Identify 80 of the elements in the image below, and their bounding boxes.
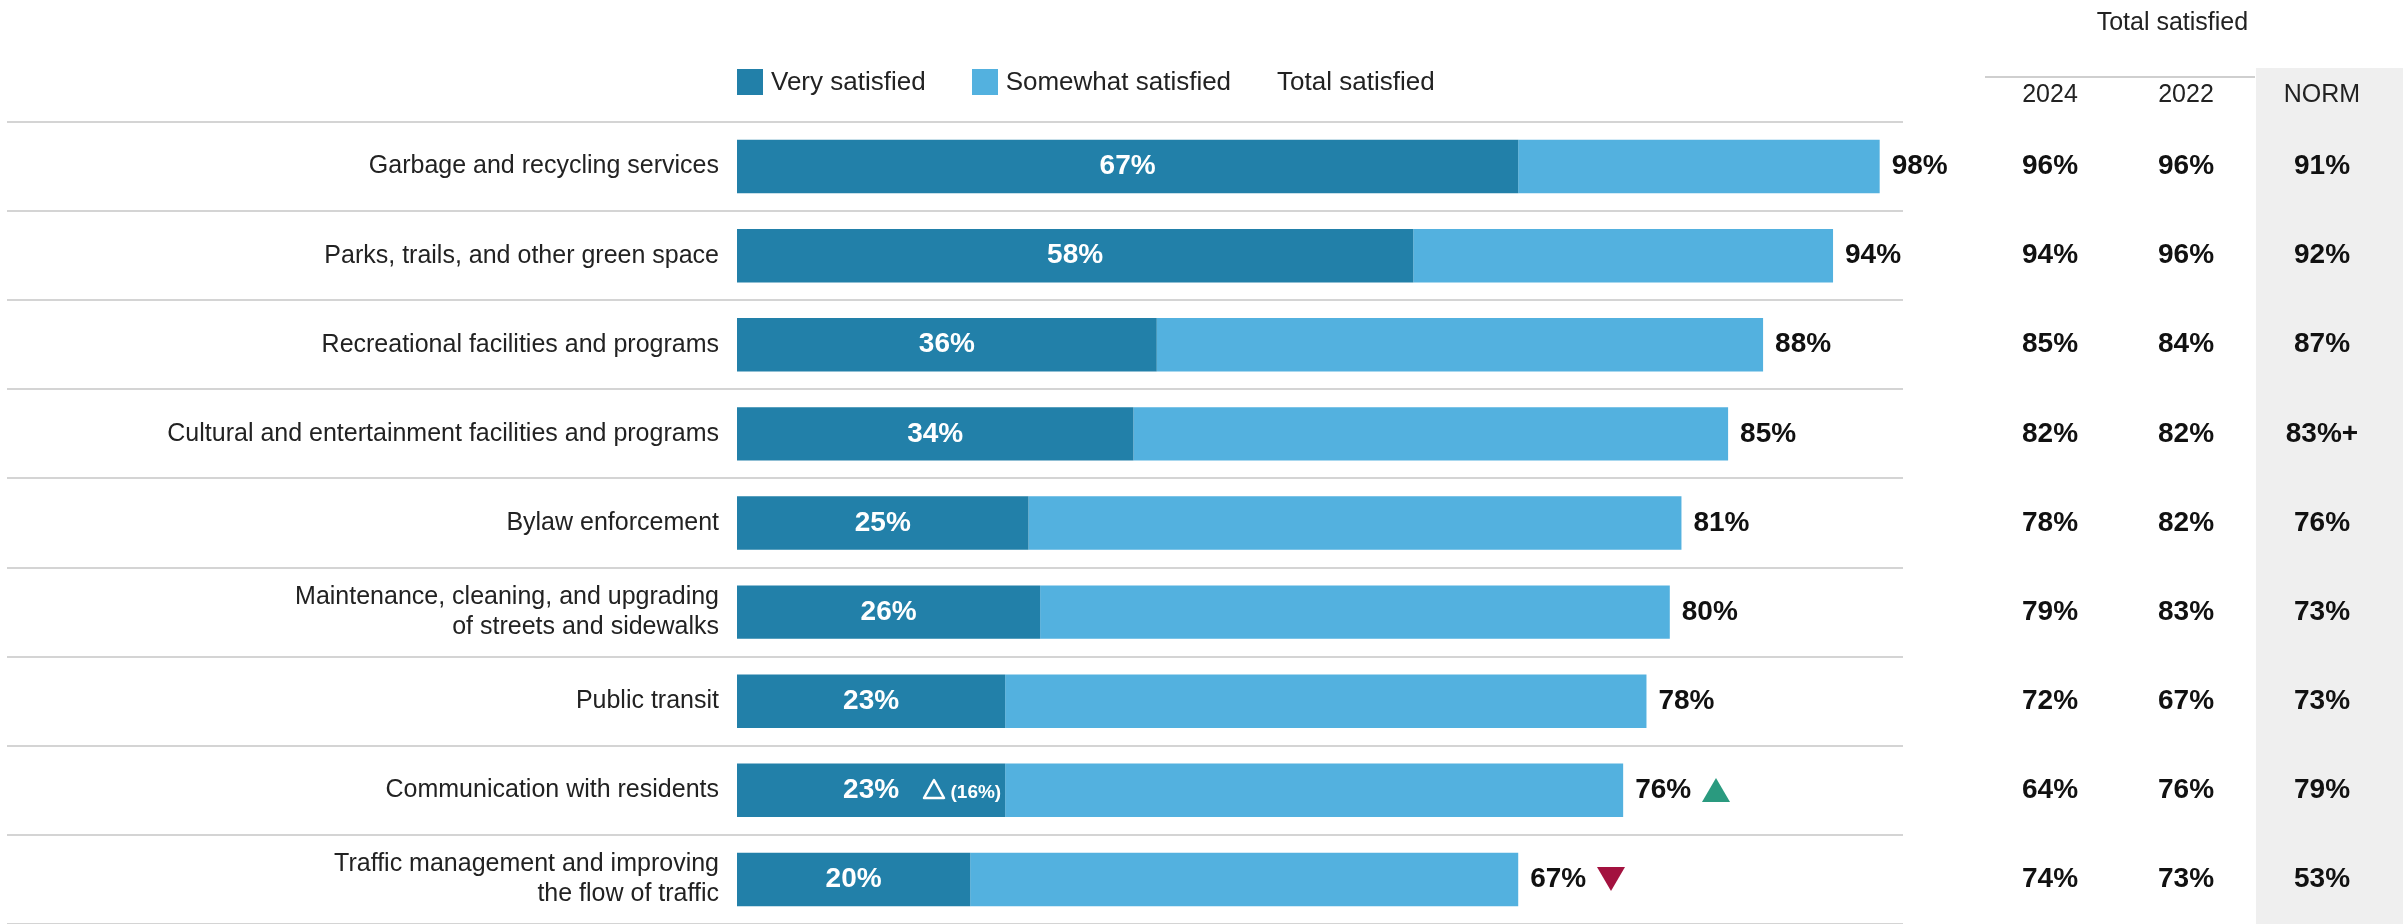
- text: 92%: [2293, 238, 2351, 270]
- text: 94%: [2021, 238, 2079, 270]
- total-label: 76%: [1635, 773, 1692, 805]
- text: Total satisfied: [1277, 66, 1435, 97]
- bar: [737, 228, 1414, 283]
- bar: [737, 763, 1006, 818]
- text: 82%: [2157, 416, 2215, 448]
- data-label: 67%: [1099, 149, 1156, 181]
- text: 67%: [2157, 683, 2215, 715]
- text: 96%: [2157, 238, 2215, 270]
- category-label: NORM: [2283, 78, 2361, 107]
- text: 73%: [2293, 683, 2351, 715]
- text: Total satisfied: [2096, 6, 2249, 35]
- bar: [737, 852, 971, 907]
- total-label: 67%: [1530, 862, 1587, 894]
- bar: [737, 318, 1157, 372]
- total-label: 98%: [1891, 149, 1948, 181]
- total-label: 94%: [1845, 238, 1902, 270]
- y-tick-label: Garbage and recycling services: [368, 150, 719, 179]
- bar: [1133, 407, 1729, 461]
- y-tick-label: Bylaw enforcement: [506, 506, 720, 535]
- legend-label: Very satisfied: [771, 66, 926, 97]
- y-tick-label: Cultural and entertainment facilities and programs: [167, 417, 719, 446]
- bar: [1005, 674, 1647, 728]
- text: 76%: [2293, 505, 2351, 537]
- data-label: 20%: [825, 862, 882, 894]
- bar: [1028, 496, 1682, 550]
- bar: [737, 139, 1519, 194]
- text: 76%: [2157, 773, 2215, 805]
- text: 82%: [2157, 505, 2215, 537]
- data-label: 23%: [843, 683, 900, 715]
- total-label: 88%: [1775, 327, 1832, 359]
- text: 84%: [2157, 327, 2215, 359]
- y-tick-label: Communication with residents: [385, 774, 719, 803]
- text: 83%: [2157, 594, 2215, 626]
- text: 96%: [2157, 149, 2215, 181]
- text: 96%: [2021, 149, 2079, 181]
- total-label: 81%: [1693, 505, 1750, 537]
- bar: [1156, 318, 1764, 372]
- bar: [737, 674, 1006, 728]
- text: 82%: [2021, 416, 2079, 448]
- y-tick-label: Recreational facilities and programs: [321, 328, 719, 357]
- bar: [1005, 763, 1624, 818]
- y-tick-label: Public transit: [575, 685, 720, 714]
- text: 78%: [2021, 505, 2079, 537]
- text: 83%+: [2285, 416, 2359, 448]
- data-label: 26%: [860, 594, 917, 626]
- data-label: 36%: [918, 327, 975, 359]
- bar: [1518, 139, 1880, 194]
- data-label: 34%: [907, 416, 964, 448]
- text: 72%: [2021, 683, 2079, 715]
- text: 53%: [2293, 862, 2351, 894]
- y-tick-label: Parks, trails, and other green space: [324, 239, 719, 268]
- bar: [737, 585, 1041, 639]
- text: 64%: [2021, 773, 2079, 805]
- total-label: 85%: [1740, 416, 1797, 448]
- text: 73%: [2157, 862, 2215, 894]
- y-tick-label: Maintenance, cleaning, and upgrading of streets and sidewalks: [295, 581, 719, 639]
- total-label: 78%: [1658, 683, 1715, 715]
- text: 73%: [2293, 594, 2351, 626]
- total-label: 80%: [1681, 594, 1738, 626]
- category-label: 2022: [2158, 78, 2214, 107]
- bar: [737, 407, 1134, 461]
- text: 79%: [2293, 773, 2351, 805]
- data-label: 58%: [1047, 238, 1104, 270]
- bar: [1040, 585, 1670, 639]
- text: 85%: [2021, 327, 2079, 359]
- category-label: 2024: [2022, 78, 2078, 107]
- legend-label: Somewhat satisfied: [1005, 66, 1232, 97]
- bar: [1413, 228, 1834, 283]
- annotation: (16%): [950, 780, 1002, 802]
- text: 91%: [2293, 149, 2351, 181]
- bar: [737, 496, 1029, 550]
- text: 79%: [2021, 594, 2079, 626]
- text: 87%: [2293, 327, 2351, 359]
- data-label: 23%: [843, 773, 900, 805]
- bar: [970, 852, 1519, 907]
- text: 74%: [2021, 862, 2079, 894]
- data-label: 25%: [854, 505, 911, 537]
- y-tick-label: Traffic management and improving the flow of traffic: [334, 848, 719, 907]
